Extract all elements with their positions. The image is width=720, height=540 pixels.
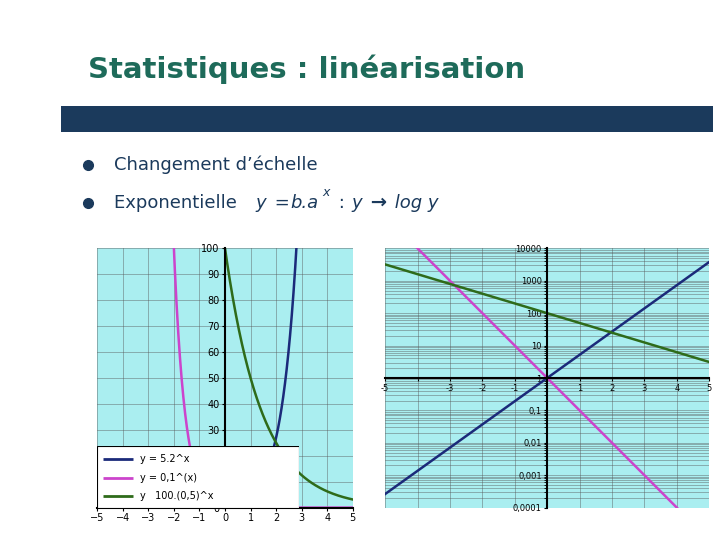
Text: y: y [351,193,361,212]
Text: Statistiques : linéarisation: Statistiques : linéarisation [88,54,525,84]
Text: x: x [323,186,330,199]
Text: Exponentielle: Exponentielle [114,193,243,212]
Text: →: → [364,193,387,212]
Text: b.a: b.a [290,193,318,212]
Text: Changement d’échelle: Changement d’échelle [114,156,318,174]
Text: y = 0,1^(x): y = 0,1^(x) [140,473,197,483]
Text: y   100.(0,5)^x: y 100.(0,5)^x [140,491,213,502]
Bar [61,106,714,132]
Text: y = 5.2^x: y = 5.2^x [140,454,189,464]
Text: :: : [333,193,351,212]
Text: 7: 7 [42,500,56,521]
Text: y: y [256,193,266,212]
Text: log y: log y [390,193,438,212]
Text: =: = [269,193,295,212]
